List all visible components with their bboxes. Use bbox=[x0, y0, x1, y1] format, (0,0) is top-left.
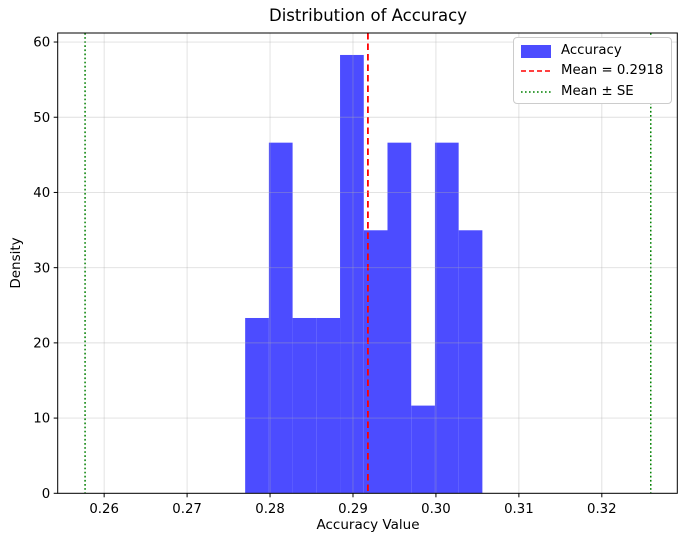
y-tick-label: 20 bbox=[33, 336, 50, 351]
legend-patch-swatch-icon bbox=[521, 41, 552, 61]
reference-lines bbox=[84, 33, 652, 494]
histogram-bar bbox=[387, 142, 412, 494]
x-axis-label: Accuracy Value bbox=[316, 517, 420, 533]
y-tick-label: 50 bbox=[33, 111, 50, 126]
x-tick-label: 0.32 bbox=[587, 502, 617, 517]
ticks: 0.26 0.27 0.28 0.29 0.30 0.31 0.32 0 10 20 30 40 50 6… bbox=[33, 36, 616, 517]
legend-entry: Mean = 0.2918 bbox=[521, 61, 671, 81]
x-tick-label: 0.29 bbox=[338, 502, 368, 517]
x-tick-label: 0.28 bbox=[255, 502, 285, 517]
y-tick-label: 60 bbox=[33, 36, 50, 51]
legend-entry: Mean ± SE bbox=[521, 82, 671, 102]
spines bbox=[57, 32, 678, 494]
histogram-bar bbox=[411, 405, 435, 494]
legend-label: Mean = 0.2918 bbox=[561, 63, 664, 79]
legend-dashed-swatch-icon bbox=[521, 61, 552, 81]
y-axis-label: Density bbox=[8, 237, 24, 289]
legend-color-patch bbox=[521, 44, 551, 58]
legend-label: Accuracy bbox=[561, 43, 622, 59]
histogram-bar bbox=[316, 317, 341, 494]
histogram-bar bbox=[340, 54, 364, 494]
y-tick-label: 40 bbox=[33, 186, 50, 201]
chart-title: Distribution of Accuracy bbox=[269, 6, 467, 25]
x-tick-label: 0.26 bbox=[89, 502, 119, 517]
legend-label: Mean ± SE bbox=[561, 83, 634, 99]
y-tick-label: 10 bbox=[33, 412, 50, 427]
histogram-bar bbox=[268, 142, 293, 494]
plot-frame bbox=[57, 32, 678, 494]
legend-entry: Accuracy bbox=[521, 41, 671, 61]
histogram-bar bbox=[434, 142, 459, 494]
grid bbox=[57, 33, 678, 494]
histogram-bar bbox=[363, 230, 388, 494]
x-tick-label: 0.30 bbox=[421, 502, 451, 517]
histogram-bar bbox=[458, 230, 483, 494]
legend-dotted-swatch-icon bbox=[521, 82, 552, 102]
legend: Accuracy Mean = 0.2918 Mean ± SE bbox=[513, 37, 672, 104]
y-tick-label: 0 bbox=[42, 487, 50, 502]
histogram-bars bbox=[245, 54, 483, 494]
histogram-bar bbox=[292, 317, 317, 494]
y-tick-label: 30 bbox=[33, 261, 50, 276]
x-tick-label: 0.27 bbox=[172, 502, 202, 517]
histogram-bar bbox=[245, 317, 269, 494]
x-tick-label: 0.31 bbox=[504, 502, 534, 517]
